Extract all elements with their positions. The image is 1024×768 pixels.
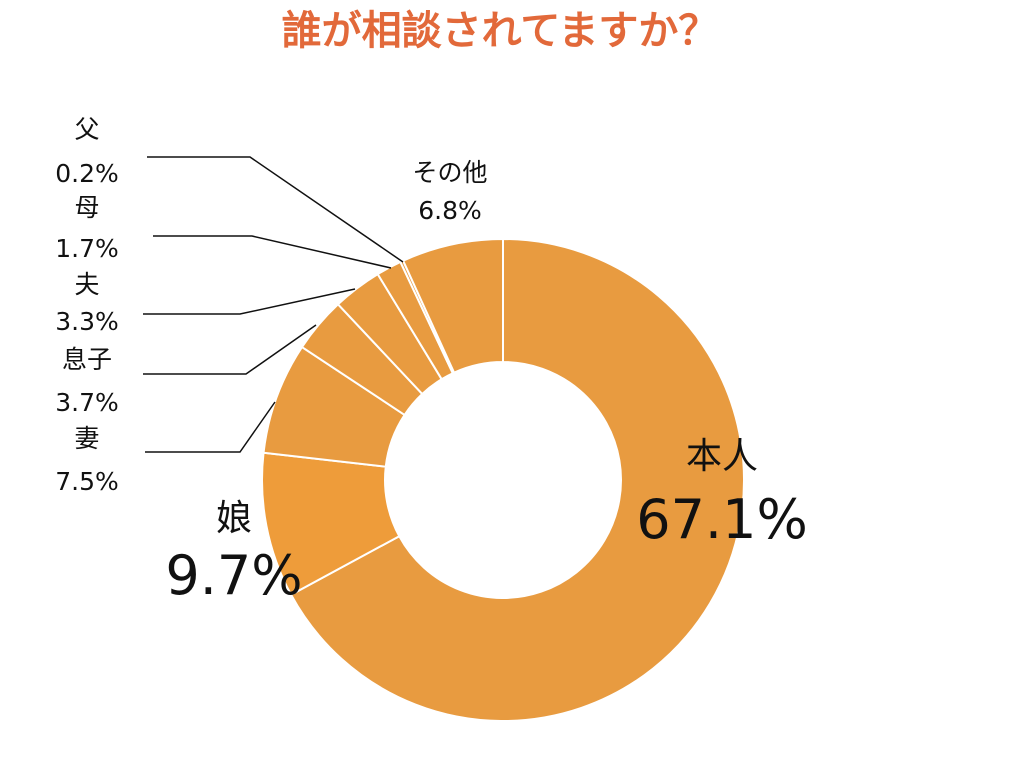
leader-line-mother (153, 235, 392, 269)
label-value-wife: 7.5% (55, 467, 119, 496)
leader-line-father (147, 156, 404, 263)
label-value-daughter: 9.7% (165, 544, 302, 607)
leader-line-husband (143, 288, 356, 315)
leader-line-son (143, 324, 317, 375)
slice-labels: 本人 67.1% 娘 9.7% 妻 7.5% 息子 3.7% 夫 3.3% 母 1.7% 父 0.2% その… (55, 115, 808, 607)
label-name-wife: 妻 (74, 424, 99, 453)
leader-lines (143, 156, 404, 453)
label-name-mother: 母 (74, 193, 99, 222)
label-name-son: 息子 (62, 345, 112, 374)
slice-other (401, 237, 504, 374)
label-value-other: 6.8% (418, 196, 482, 225)
label-name-father: 父 (74, 115, 99, 144)
label-value-husband: 3.3% (55, 307, 119, 336)
label-name-daughter: 娘 (216, 498, 252, 539)
label-value-self: 67.1% (636, 488, 808, 551)
label-name-husband: 夫 (74, 270, 99, 299)
label-value-father: 0.2% (55, 159, 119, 188)
label-name-self: 本人 (686, 436, 758, 477)
slice-self (289, 237, 745, 722)
leader-line-wife (145, 401, 276, 453)
label-value-mother: 1.7% (55, 234, 119, 263)
chart-title: 誰が相談されてますか？ (282, 8, 719, 54)
donut-slices (261, 237, 745, 722)
label-name-other: その他 (412, 158, 487, 187)
label-value-son: 3.7% (55, 388, 119, 417)
